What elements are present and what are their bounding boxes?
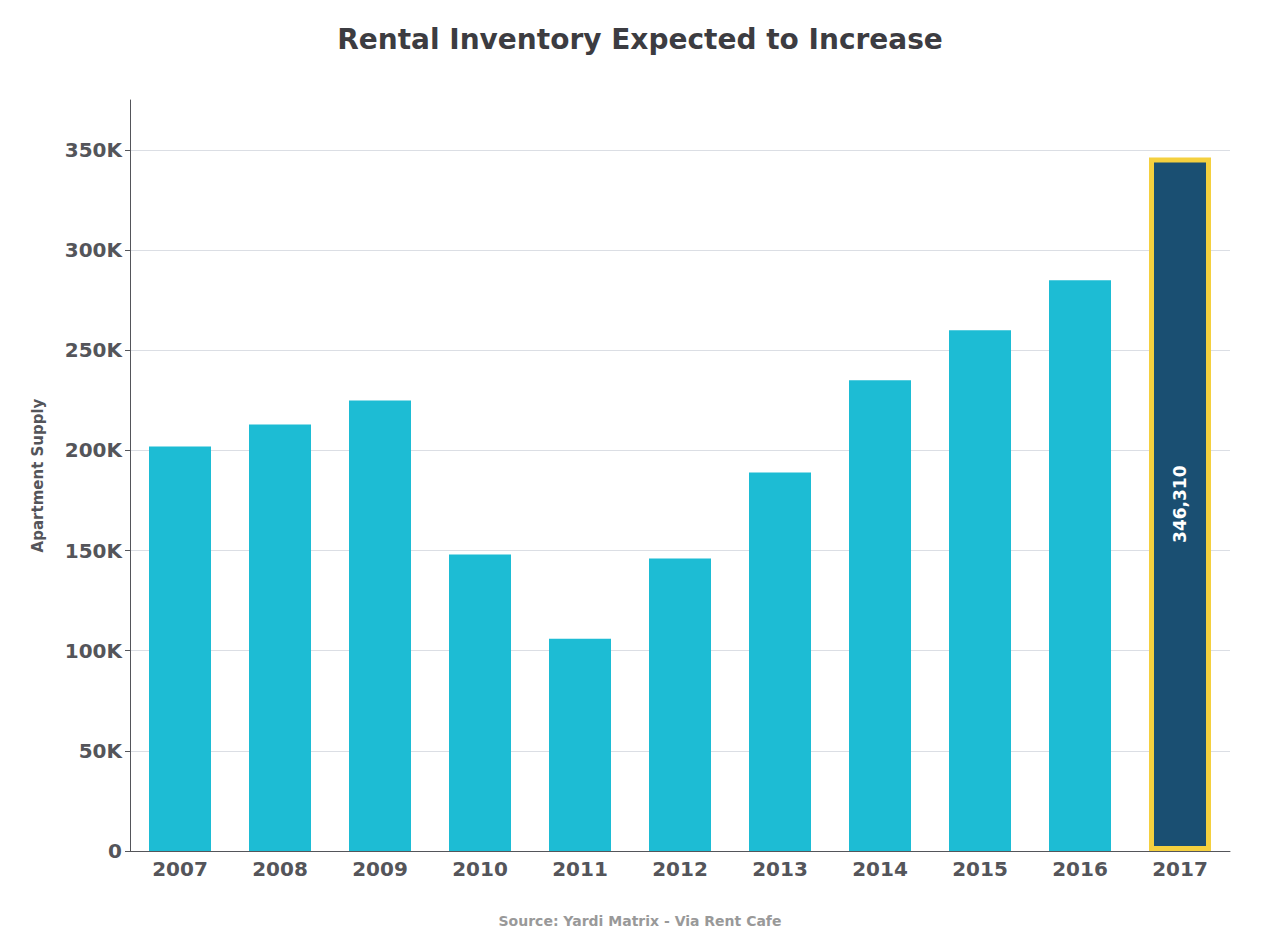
svg-text:250K: 250K — [65, 338, 124, 362]
svg-text:2011: 2011 — [552, 857, 608, 881]
svg-text:Rental Inventory Expected to I: Rental Inventory Expected to Increase — [337, 23, 943, 56]
svg-text:2016: 2016 — [1052, 857, 1108, 881]
svg-text:50K: 50K — [79, 739, 124, 763]
svg-text:2009: 2009 — [352, 857, 408, 881]
svg-text:346,310: 346,310 — [1170, 465, 1190, 543]
svg-text:2007: 2007 — [152, 857, 208, 881]
svg-text:300K: 300K — [65, 238, 124, 262]
svg-text:Source: Yardi Matrix - Via Ren: Source: Yardi Matrix - Via Rent Cafe — [499, 913, 782, 929]
svg-text:2015: 2015 — [952, 857, 1008, 881]
svg-text:2014: 2014 — [852, 857, 908, 881]
svg-text:2013: 2013 — [752, 857, 808, 881]
svg-text:2012: 2012 — [652, 857, 708, 881]
svg-text:0: 0 — [108, 839, 122, 863]
svg-text:Apartment Supply: Apartment Supply — [29, 398, 47, 552]
svg-text:2010: 2010 — [452, 857, 508, 881]
svg-text:200K: 200K — [65, 438, 124, 462]
svg-text:350K: 350K — [65, 138, 124, 162]
svg-text:100K: 100K — [65, 639, 124, 663]
svg-text:2008: 2008 — [252, 857, 308, 881]
svg-text:150K: 150K — [65, 539, 124, 563]
svg-text:2017: 2017 — [1152, 857, 1208, 881]
